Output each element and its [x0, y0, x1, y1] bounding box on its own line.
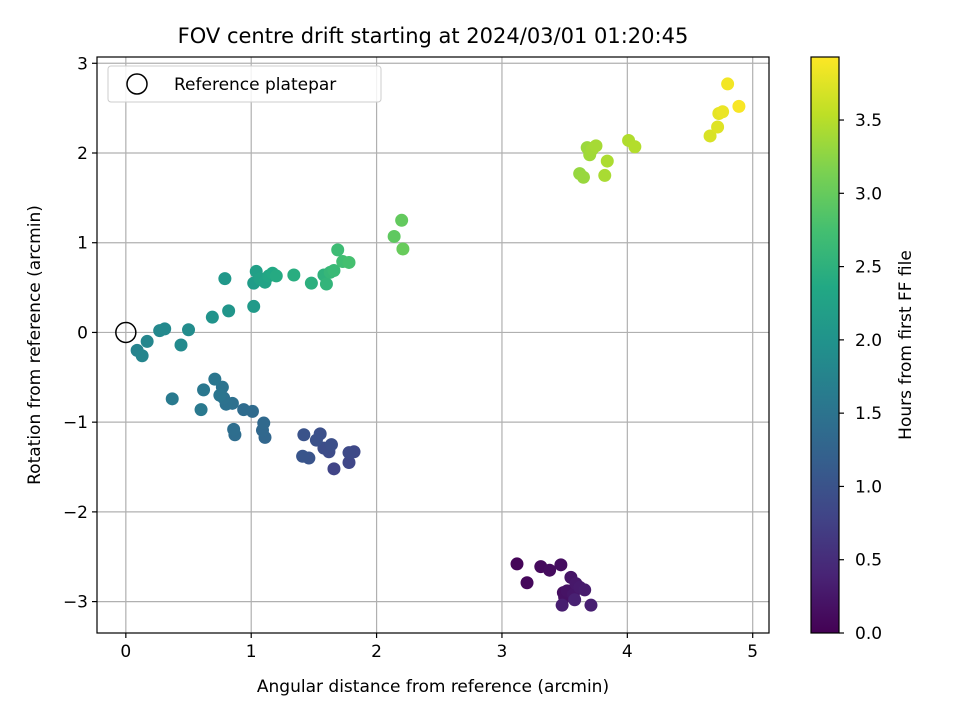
data-point [227, 422, 241, 436]
data-point [628, 140, 642, 154]
y-tick-label: −1 [63, 413, 88, 433]
colorbar-gradient [811, 57, 839, 633]
data-point [222, 304, 236, 318]
data-point [576, 170, 590, 184]
legend-entry-label: Reference platepar [174, 75, 336, 95]
data-point [598, 168, 612, 182]
x-tick-label: 5 [747, 642, 758, 662]
data-point [208, 372, 222, 386]
data-point [269, 269, 283, 283]
x-tick-label: 1 [246, 642, 257, 662]
y-tick-label: 1 [77, 234, 88, 254]
data-point [327, 462, 341, 476]
y-axis-ticks: −3 −2 −1 0 1 2 3 [63, 54, 97, 613]
data-point [324, 438, 338, 452]
x-tick-label: 3 [497, 642, 508, 662]
data-point [732, 99, 746, 113]
data-point [309, 433, 323, 447]
y-tick-label: 3 [77, 54, 88, 74]
data-point [218, 272, 232, 286]
data-point [600, 154, 614, 168]
data-point [194, 403, 208, 417]
data-point [721, 77, 735, 91]
y-tick-label: 2 [77, 144, 88, 164]
colorbar: 0.0 0.5 1.0 1.5 2.0 2.5 3.0 3.5 Hours from firs… [810, 56, 916, 644]
data-point [396, 242, 410, 256]
data-point [247, 299, 261, 313]
data-point [158, 322, 172, 336]
legend-marker-icon [126, 73, 148, 95]
data-point [342, 456, 356, 470]
y-tick-label: 0 [77, 323, 88, 343]
x-tick-label: 4 [622, 642, 633, 662]
data-point [711, 120, 725, 134]
data-point [327, 264, 341, 278]
chart-title: FOV centre drift starting at 2024/03/01 … [178, 24, 689, 48]
y-tick-label: −2 [63, 503, 88, 523]
data-point [584, 598, 598, 612]
data-point [331, 243, 345, 257]
colorbar-label: Hours from first FF file [896, 250, 916, 440]
data-point [165, 392, 179, 406]
y-tick-label: −3 [63, 593, 88, 613]
data-point [205, 310, 219, 324]
colorbar-tick-label: 3.5 [855, 111, 882, 131]
data-point [342, 255, 356, 269]
data-point [296, 449, 310, 463]
data-point [568, 593, 582, 607]
data-point [589, 139, 603, 153]
data-points [130, 77, 746, 612]
data-point [304, 276, 318, 290]
colorbar-ticks: 0.0 0.5 1.0 1.5 2.0 2.5 3.0 3.5 [839, 111, 882, 644]
colorbar-tick-label: 0.5 [855, 551, 882, 571]
data-point [287, 268, 301, 282]
data-point [197, 383, 211, 397]
grid-lines [97, 57, 769, 633]
colorbar-tick-label: 2.5 [855, 258, 882, 278]
data-point [135, 349, 149, 363]
data-point [703, 129, 717, 143]
data-point [257, 416, 271, 430]
data-point [395, 213, 409, 227]
x-tick-label: 2 [371, 642, 382, 662]
data-point [554, 558, 568, 572]
data-point [140, 334, 154, 348]
data-point [510, 557, 524, 571]
data-point [342, 446, 356, 460]
plot-frame [96, 56, 770, 634]
colorbar-frame [810, 56, 840, 634]
data-point [520, 576, 534, 590]
data-point [555, 598, 569, 612]
data-point [174, 338, 188, 352]
data-point [182, 323, 196, 337]
legend-box [107, 65, 382, 103]
data-point [237, 403, 251, 417]
y-axis-label: Rotation from reference (arcmin) [25, 205, 45, 485]
colorbar-tick-label: 1.0 [855, 477, 882, 497]
data-point [297, 428, 311, 442]
legend: Reference platepar [107, 65, 382, 103]
data-point [543, 563, 557, 577]
colorbar-tick-label: 2.0 [855, 331, 882, 351]
x-axis-ticks: 0 1 2 3 4 5 [120, 633, 758, 662]
x-tick-label: 0 [120, 642, 131, 662]
colorbar-tick-label: 3.0 [855, 184, 882, 204]
colorbar-tick-label: 0.0 [855, 624, 882, 644]
data-point [716, 105, 730, 119]
data-point [578, 583, 592, 597]
data-point [213, 388, 227, 402]
data-point [319, 277, 333, 291]
x-axis-label: Angular distance from reference (arcmin) [257, 677, 609, 697]
data-point [387, 229, 401, 243]
colorbar-tick-label: 1.5 [855, 404, 882, 424]
reference-platepar-marker [115, 321, 137, 344]
